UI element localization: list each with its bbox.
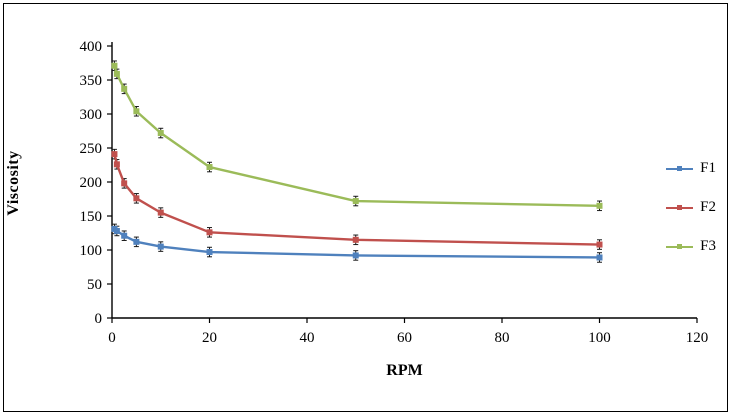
svg-text:0: 0	[108, 330, 116, 346]
legend-label: F1	[700, 160, 716, 176]
svg-text:100: 100	[80, 243, 103, 259]
svg-text:20: 20	[202, 330, 217, 346]
legend-item-f2: F2	[666, 199, 716, 216]
legend-item-f3: F3	[666, 238, 716, 255]
svg-text:50: 50	[87, 277, 102, 293]
svg-text:350: 350	[80, 73, 103, 89]
svg-text:300: 300	[80, 107, 103, 123]
svg-text:120: 120	[686, 330, 709, 346]
legend-marker-icon	[677, 244, 683, 249]
legend-marker-icon	[677, 166, 683, 171]
svg-text:250: 250	[80, 141, 103, 157]
svg-text:200: 200	[80, 175, 103, 191]
svg-text:400: 400	[80, 39, 103, 55]
svg-text:150: 150	[80, 209, 103, 225]
legend-label: F3	[700, 238, 716, 254]
svg-text:0: 0	[95, 311, 103, 327]
legend-swatch-f1	[666, 165, 694, 172]
svg-text:80: 80	[495, 330, 510, 346]
chart-border	[3, 3, 728, 412]
legend-marker-icon	[677, 205, 683, 210]
legend-item-f1: F1	[666, 160, 716, 177]
legend-swatch-f2	[666, 204, 694, 211]
legend: F1 F2 F3	[666, 160, 716, 255]
x-axis-title: RPM	[386, 362, 423, 379]
y-axis-title: Viscosity	[5, 150, 22, 216]
svg-text:60: 60	[397, 330, 412, 346]
legend-label: F2	[700, 199, 716, 215]
legend-swatch-f3	[666, 243, 694, 250]
svg-text:40: 40	[300, 330, 315, 346]
svg-text:100: 100	[588, 330, 611, 346]
